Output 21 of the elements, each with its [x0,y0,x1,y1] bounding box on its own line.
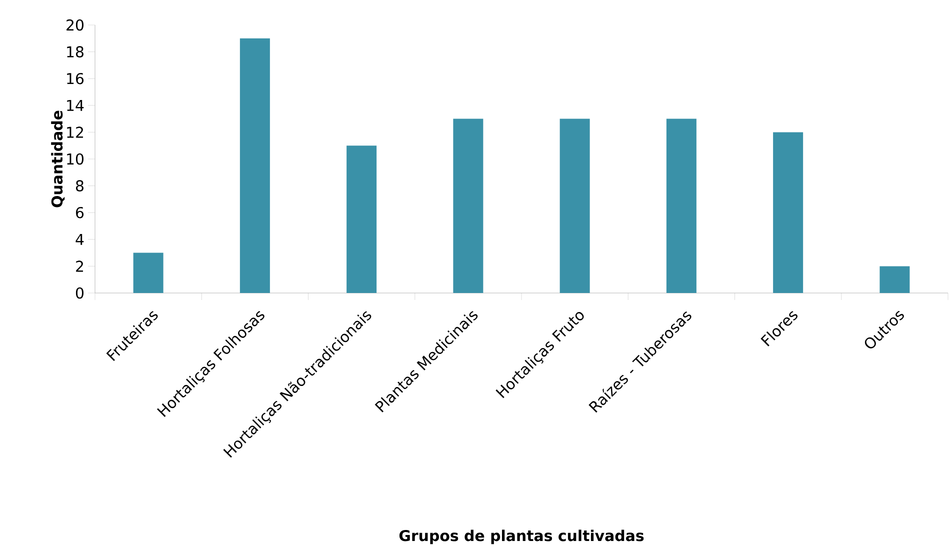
bar [240,38,270,293]
bar [346,146,377,293]
y-tick-label: 0 [76,287,84,299]
y-tick-label: 6 [76,206,84,218]
y-axis-title: Quantidade [51,110,65,208]
bar [453,118,484,293]
bar [880,266,910,293]
y-tick-label: 14 [67,100,84,111]
x-axis-title: Grupos de plantas cultivadas [399,530,644,544]
y-tick-label: 4 [76,234,84,245]
y-tick-label: 16 [67,72,84,84]
y-tick-label: 2 [76,260,83,272]
bar [773,132,804,293]
y-tick-label: 12 [67,126,83,138]
y-tick-label: 20 [66,19,84,31]
y-tick-label: 10 [67,153,84,165]
y-tick-label: 8 [76,180,84,192]
bar [560,118,590,293]
bar [666,118,696,293]
y-tick-label: 18 [67,46,84,58]
bar [133,252,164,293]
